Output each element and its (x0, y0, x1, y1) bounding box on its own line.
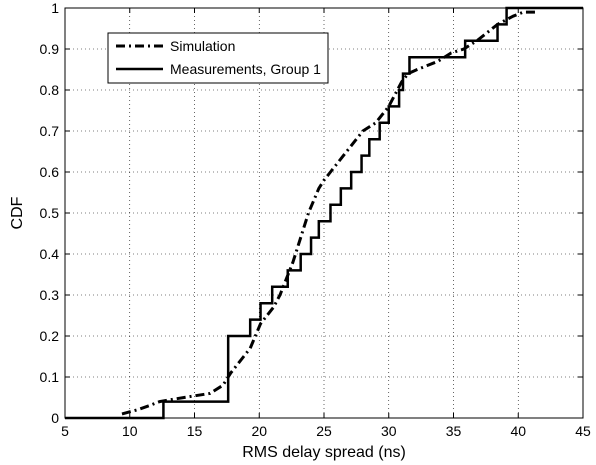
y-tick-label: 1 (51, 0, 59, 16)
x-tick-label: 35 (446, 423, 462, 439)
x-tick-label: 40 (510, 423, 526, 439)
measurements-series-line (65, 6, 583, 420)
x-tick-labels: 5 10 15 20 25 30 35 40 45 (61, 423, 591, 439)
y-tick-label: 0.8 (40, 82, 60, 98)
y-tick-labels: 0 0.1 0.2 0.3 0.4 0.5 0.6 0.7 0.8 0.9 1 (40, 0, 60, 426)
y-tick-label: 0.1 (40, 369, 60, 385)
legend: Simulation Measurements, Group 1 (107, 32, 329, 84)
y-tick-label: 0.6 (40, 164, 60, 180)
simulation-series-line (121, 10, 538, 416)
x-tick-label: 30 (381, 423, 397, 439)
y-tick-label: 0.7 (40, 123, 60, 139)
y-tick-label: 0.5 (40, 205, 60, 221)
y-tick-label: 0.2 (40, 328, 60, 344)
y-tick-label: 0.3 (40, 287, 60, 303)
y-tick-label: 0.4 (40, 246, 60, 262)
legend-measurements-label: Measurements, Group 1 (170, 61, 321, 77)
y-tick-label: 0.9 (40, 41, 60, 57)
x-tick-label: 25 (316, 423, 332, 439)
x-tick-label: 45 (575, 423, 591, 439)
x-axis-label: RMS delay spread (ns) (242, 444, 406, 461)
y-tick-label: 0 (51, 410, 59, 426)
x-tick-label: 15 (187, 423, 203, 439)
series-layer (65, 6, 583, 420)
x-tick-label: 10 (122, 423, 138, 439)
legend-box (107, 32, 329, 84)
x-tick-label: 5 (61, 423, 69, 439)
y-axis-label: CDF (9, 196, 26, 229)
x-tick-label: 20 (251, 423, 267, 439)
legend-simulation-label: Simulation (170, 38, 235, 54)
